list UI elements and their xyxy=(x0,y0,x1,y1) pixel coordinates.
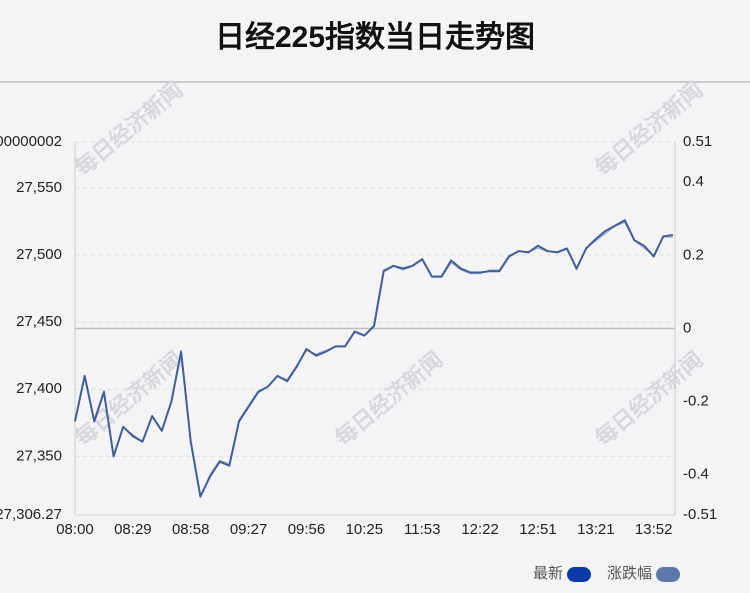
line-series xyxy=(74,219,674,498)
watermark: 每日经济新闻 xyxy=(330,347,447,451)
y-tick-label: 27,500 xyxy=(16,246,62,263)
y2-tick-label: -0.2 xyxy=(683,393,709,410)
y2-tick-label: 0.51 xyxy=(683,133,712,150)
x-tick-label: 13:52 xyxy=(635,521,673,538)
y2-tick-label: -0.51 xyxy=(683,506,717,523)
watermark: 每日经济新闻 xyxy=(70,347,187,451)
x-tick-label: 09:56 xyxy=(288,521,326,538)
y-tick-label: 27,550 xyxy=(16,179,62,196)
y2-tick-label: 0.2 xyxy=(683,246,704,263)
x-tick-label: 11:53 xyxy=(404,521,440,538)
y-tick-label: 27,350 xyxy=(16,447,62,464)
y-tick-label: 27,400 xyxy=(16,380,62,397)
chart-title: 日经225指数当日走势图 xyxy=(215,20,535,54)
x-tick-label: 08:58 xyxy=(172,521,210,538)
x-tick-label: 08:29 xyxy=(114,521,152,538)
y-tick-label: 27,450 xyxy=(16,313,62,330)
x-tick-label: 10:25 xyxy=(346,521,384,538)
y2-tick-label: -0.4 xyxy=(683,466,709,483)
y2-tick-label: 0 xyxy=(683,319,691,336)
x-tick-label: 09:27 xyxy=(230,521,268,538)
legend-label: 最新 xyxy=(533,565,563,582)
legend-swatch xyxy=(567,567,592,582)
x-tick-label: 12:51 xyxy=(519,521,557,538)
x-tick-label: 12:22 xyxy=(461,521,499,538)
x-tick-label: 08:00 xyxy=(56,521,94,538)
x-tick-label: 13:21 xyxy=(577,521,615,538)
legend-swatch xyxy=(656,567,681,582)
y-tick-label: 27,584.30000000002 xyxy=(0,133,62,150)
y2-tick-label: 0.4 xyxy=(683,173,704,190)
watermark: 每日经济新闻 xyxy=(590,77,707,181)
y-tick-label: 27,306.27 xyxy=(0,506,62,523)
legend-label: 涨跌幅 xyxy=(607,565,652,582)
watermark: 每日经济新闻 xyxy=(70,77,187,181)
